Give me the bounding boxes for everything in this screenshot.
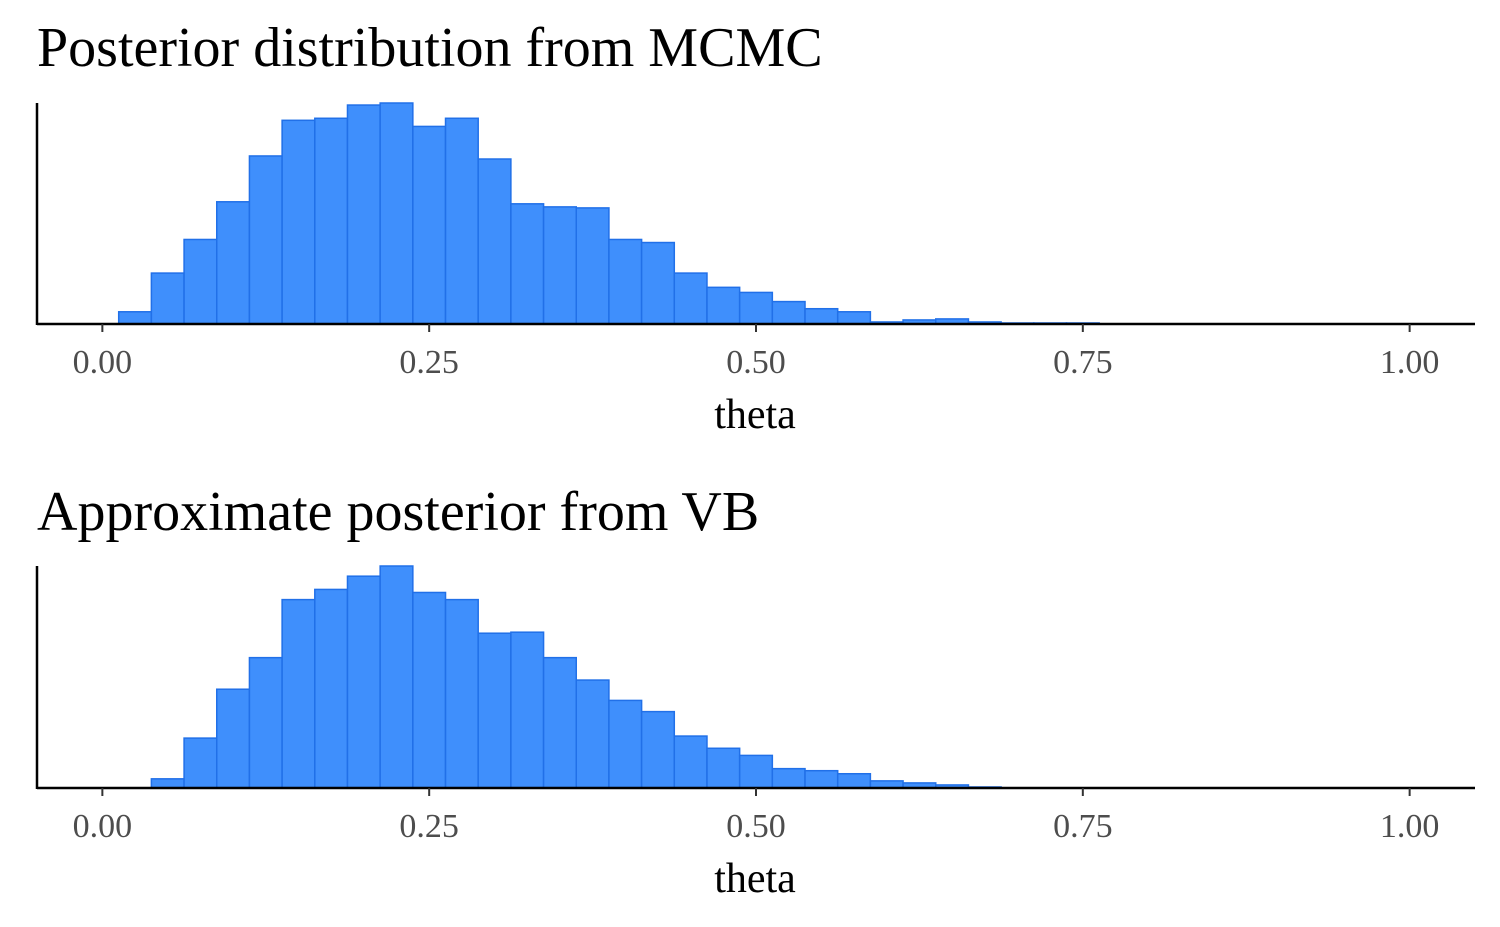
histogram-bar <box>836 311 872 325</box>
histogram-bar <box>379 102 414 325</box>
histogram-bar <box>575 207 610 325</box>
x-tick-label: 0.50 <box>726 808 786 845</box>
chart-title: Posterior distribution from MCMC <box>37 17 823 79</box>
x-tick-label: 0.25 <box>399 808 459 845</box>
histogram-bar <box>281 598 316 789</box>
histogram-bar <box>673 272 708 325</box>
histogram-bar <box>314 117 349 325</box>
histogram-bar <box>706 747 741 789</box>
histogram-bar <box>444 598 479 789</box>
x-tick-label: 0.50 <box>726 344 786 381</box>
histogram-bar <box>117 311 153 325</box>
x-tick-label: 1.00 <box>1380 808 1440 845</box>
x-tick-label: 0.00 <box>73 808 133 845</box>
histogram-bar <box>412 125 447 325</box>
histogram-bar <box>804 769 839 789</box>
x-tick-label: 0.00 <box>73 344 133 381</box>
histogram-bar <box>477 158 512 325</box>
histogram-bar <box>183 238 218 325</box>
histogram-bar <box>150 272 185 325</box>
x-tick-label: 1.00 <box>1380 344 1440 381</box>
x-ticks: 0.00 0.25 0.50 0.75 1.00 <box>73 324 1440 381</box>
histogram-bar <box>379 565 414 789</box>
histogram-bar <box>640 710 676 789</box>
histogram-bar <box>314 588 349 789</box>
histogram-bar <box>771 300 806 325</box>
histogram-bar <box>183 737 218 789</box>
histogram-bar <box>771 767 806 789</box>
histogram-bar <box>216 688 251 789</box>
x-axis-label: theta <box>714 856 796 902</box>
histogram-bar <box>412 591 447 789</box>
histogram-bar <box>510 631 545 789</box>
x-axis-label: theta <box>714 392 796 438</box>
mcmc-panel: Posterior distribution from MCMC 0.00 0.2… <box>35 17 1475 438</box>
x-ticks: 0.00 0.25 0.50 0.75 1.00 <box>73 788 1440 845</box>
x-tick-label: 0.25 <box>399 344 459 381</box>
histogram-bar <box>216 201 251 325</box>
chart-title: Approximate posterior from VB <box>37 481 759 543</box>
histogram-bar <box>673 735 708 789</box>
histogram-bar <box>542 656 578 789</box>
histogram-bars <box>150 565 1002 789</box>
histogram-bar <box>248 656 283 789</box>
histogram-bars <box>117 102 1100 325</box>
histogram-bar <box>738 754 774 789</box>
x-tick-label: 0.75 <box>1053 808 1113 845</box>
histogram-bar <box>640 241 676 325</box>
histogram-bar <box>281 119 316 325</box>
histogram-bar <box>608 238 643 325</box>
histogram-bar <box>248 155 283 325</box>
histogram-bar <box>477 632 512 789</box>
histogram-bar <box>804 307 839 325</box>
histogram-bar <box>542 206 578 325</box>
histogram-bar <box>346 575 381 789</box>
histogram-bar <box>836 772 872 789</box>
histogram-bar <box>738 291 774 325</box>
histogram-bar <box>150 778 185 789</box>
x-tick-label: 0.75 <box>1053 344 1113 381</box>
histogram-bar <box>444 117 479 325</box>
histogram-bar <box>706 286 741 325</box>
vb-panel: Approximate posterior from VB 0.00 0.25 0.… <box>35 481 1475 902</box>
histogram-bar <box>608 699 643 789</box>
histogram-bar <box>575 679 610 789</box>
histogram-bar <box>346 104 381 325</box>
histogram-bar <box>510 203 545 325</box>
